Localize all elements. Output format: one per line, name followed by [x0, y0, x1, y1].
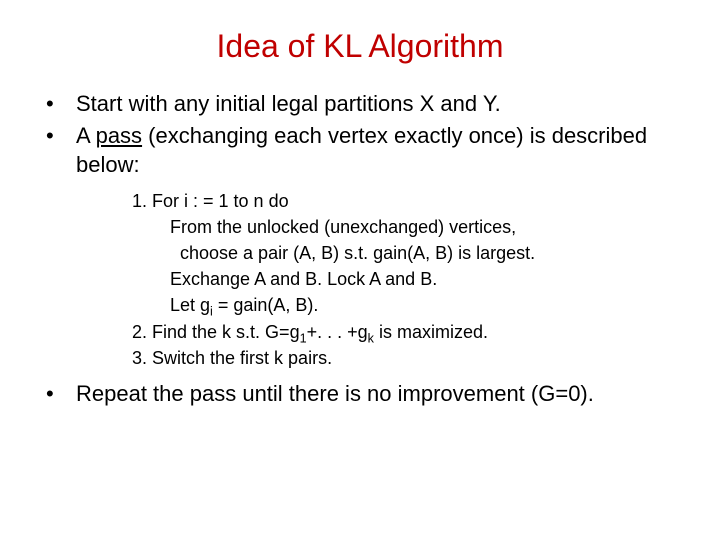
bullet-dot-icon: •: [40, 89, 76, 119]
step-2-post: is maximized.: [374, 322, 488, 342]
step-1c: Exchange A and B. Lock A and B.: [132, 266, 690, 292]
step-1a: From the unlocked (unexchanged) vertices…: [132, 214, 690, 240]
bullet-2-pre: A: [76, 123, 96, 148]
bullet-dot-icon: •: [40, 121, 76, 151]
slide-title: Idea of KL Algorithm: [0, 28, 720, 65]
bullet-2-post: (exchanging each vertex exactly once) is…: [76, 123, 647, 178]
bullet-list: • Start with any initial legal partition…: [0, 89, 720, 408]
step-2: 2. Find the k s.t. G=g1+. . . +gk is max…: [132, 319, 690, 345]
bullet-1: • Start with any initial legal partition…: [40, 89, 690, 119]
bullet-dot-icon: •: [40, 379, 76, 409]
bullet-2-underlined: pass: [96, 123, 142, 148]
step-1d-pre: Let g: [170, 295, 210, 315]
step-1: 1. For i : = 1 to n do: [132, 188, 690, 214]
bullet-3: • Repeat the pass until there is no impr…: [40, 379, 690, 409]
algorithm-steps: 1. For i : = 1 to n do From the unlocked…: [40, 188, 690, 371]
step-1b: choose a pair (A, B) s.t. gain(A, B) is …: [132, 240, 690, 266]
step-2-sub1: 1: [300, 331, 307, 345]
step-2-mid: +. . . +g: [307, 322, 368, 342]
step-1d-post: = gain(A, B).: [213, 295, 319, 315]
bullet-3-text: Repeat the pass until there is no improv…: [76, 379, 690, 409]
bullet-1-text: Start with any initial legal partitions …: [76, 89, 690, 119]
step-1d: Let gi = gain(A, B).: [132, 292, 690, 318]
slide: Idea of KL Algorithm • Start with any in…: [0, 28, 720, 540]
step-3: 3. Switch the first k pairs.: [132, 345, 690, 371]
step-2-pre: 2. Find the k s.t. G=g: [132, 322, 300, 342]
bullet-2: • A pass (exchanging each vertex exactly…: [40, 121, 690, 180]
bullet-2-text: A pass (exchanging each vertex exactly o…: [76, 121, 690, 180]
